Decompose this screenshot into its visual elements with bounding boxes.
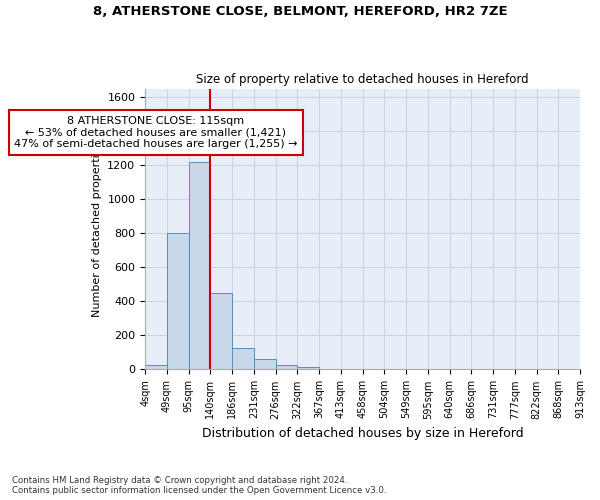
Bar (254, 359, 275, 370)
Bar (275, 365, 298, 370)
Bar (188, 162, 211, 370)
Bar (298, 367, 319, 370)
Bar (145, 365, 167, 370)
Bar (211, 293, 232, 370)
Bar (167, 234, 188, 370)
Text: 8 ATHERSTONE CLOSE: 115sqm
← 53% of detached houses are smaller (1,421)
47% of s: 8 ATHERSTONE CLOSE: 115sqm ← 53% of deta… (14, 116, 298, 149)
Text: 8, ATHERSTONE CLOSE, BELMONT, HEREFORD, HR2 7ZE: 8, ATHERSTONE CLOSE, BELMONT, HEREFORD, … (92, 5, 508, 18)
Y-axis label: Number of detached properties: Number of detached properties (92, 142, 102, 316)
Text: Contains HM Land Registry data © Crown copyright and database right 2024.
Contai: Contains HM Land Registry data © Crown c… (12, 476, 386, 495)
Title: Size of property relative to detached houses in Hereford: Size of property relative to detached ho… (196, 73, 529, 86)
X-axis label: Distribution of detached houses by size in Hereford: Distribution of detached houses by size … (202, 427, 523, 440)
Bar (232, 348, 254, 370)
